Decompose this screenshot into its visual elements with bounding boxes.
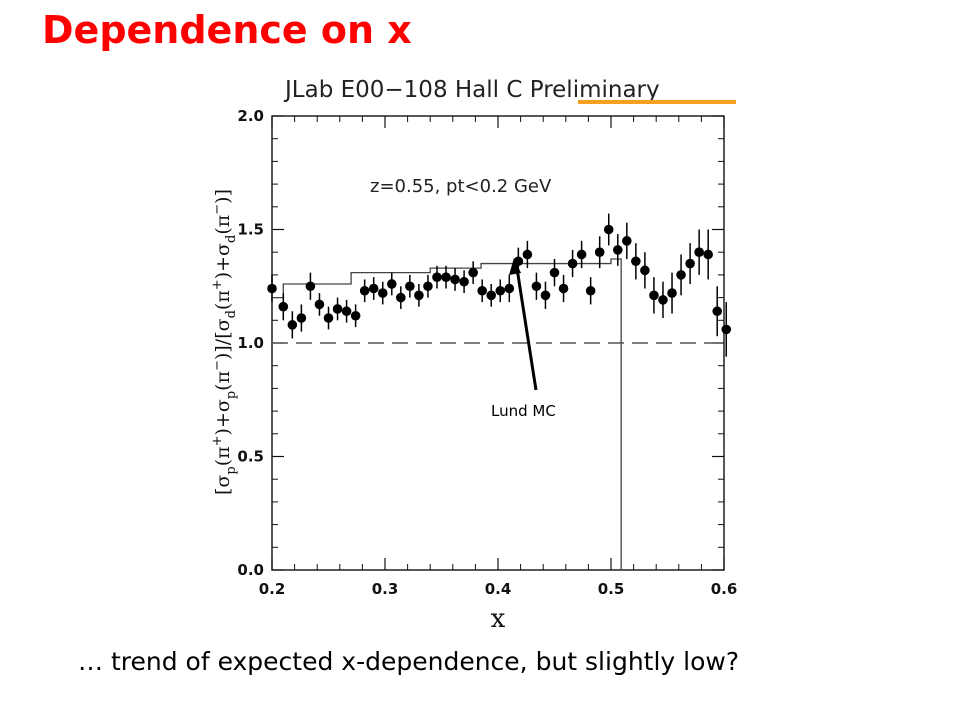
x-tick-label: 0.5: [598, 580, 625, 598]
data-point: [504, 283, 515, 294]
data-point: [332, 304, 343, 314]
data-point: [305, 281, 316, 292]
y-label-part: −: [210, 360, 225, 371]
data-point: [531, 281, 542, 292]
chart-header: JLab E00−108 Hall C Preliminary: [283, 77, 660, 103]
data-point: [676, 270, 686, 280]
callout-arrowhead: [509, 258, 521, 275]
data-point: [721, 324, 732, 335]
y-label-part: )]: [212, 189, 234, 204]
data-point: [350, 310, 361, 321]
data-point: [386, 279, 397, 289]
lund-mc-curve: [272, 258, 622, 570]
data-point: [477, 285, 487, 296]
y-axis-label: [σp(π+)+σp(π−)]/[σd(π+)+σd(π−)]: [210, 189, 239, 495]
data-point: [359, 285, 370, 296]
data-point: [459, 276, 469, 287]
x-tick-label: 0.2: [259, 580, 286, 598]
x-tick-label: 0.4: [485, 580, 512, 598]
callout-label: Lund MC: [491, 402, 556, 420]
x-tick-label: 0.3: [372, 580, 399, 598]
data-point: [267, 283, 277, 294]
data-point: [296, 313, 307, 323]
data-point: [278, 301, 289, 312]
data-point: [612, 245, 623, 255]
data-point: [658, 295, 668, 305]
y-label-part: d: [224, 235, 239, 243]
data-point: [522, 249, 533, 260]
mc-step: [272, 258, 622, 570]
header-preliminary: Preliminary: [530, 77, 660, 103]
data-point: [414, 290, 424, 301]
data-point: [694, 247, 704, 257]
data-point: [576, 249, 587, 260]
y-label-part: (π: [212, 371, 234, 391]
data-point: [558, 283, 569, 294]
y-label-part: )]/[σ: [212, 318, 234, 360]
y-label-part: p: [224, 391, 239, 399]
header-main: JLab E00−108 Hall C: [283, 77, 530, 103]
y-label-part: +: [210, 435, 225, 446]
y-label-part: −: [210, 204, 225, 215]
data-point: [540, 290, 551, 301]
x-tick-label: 0.6: [711, 580, 738, 598]
lund-mc-callout: Lund MC: [491, 258, 556, 420]
data-point: [631, 256, 641, 267]
y-label-part: )+σ: [212, 243, 234, 279]
y-tick-label: 1.0: [237, 334, 264, 352]
data-points: [267, 213, 732, 357]
y-tick-label: 0.0: [237, 561, 264, 579]
slide-caption: … trend of expected x-dependence, but sl…: [78, 647, 740, 676]
data-point: [341, 306, 352, 317]
data-point: [377, 288, 388, 298]
y-label-part: (π: [212, 290, 234, 310]
y-label-part: +: [210, 279, 225, 290]
data-point: [640, 265, 650, 276]
x-axis-label: x: [491, 604, 506, 634]
data-point: [495, 285, 506, 296]
data-point: [486, 290, 497, 301]
data-point: [287, 320, 298, 330]
data-point: [432, 272, 442, 282]
y-label-part: (π: [212, 446, 234, 466]
data-point: [649, 290, 659, 301]
data-point: [396, 292, 406, 303]
data-point: [368, 283, 379, 294]
data-point: [314, 299, 325, 310]
y-tick-label: 0.5: [237, 448, 264, 466]
y-label-part: [σ: [212, 475, 234, 495]
callout-arrow: [514, 261, 538, 391]
data-point: [712, 306, 723, 317]
data-point: [585, 285, 596, 296]
data-point: [323, 313, 334, 323]
y-label-part: p: [224, 466, 239, 474]
data-point: [405, 281, 415, 292]
data-point: [603, 224, 614, 235]
data-point: [441, 272, 451, 282]
data-point: [423, 281, 433, 292]
data-point: [549, 267, 560, 278]
y-label-part: )+σ: [212, 399, 234, 435]
y-label-part: (π: [212, 215, 234, 235]
y-tick-label: 1.5: [237, 221, 264, 239]
data-point: [622, 236, 632, 246]
data-point: [450, 274, 460, 285]
data-point: [667, 288, 677, 298]
data-point: [567, 258, 578, 269]
slide-title: Dependence on x: [42, 8, 412, 52]
data-point: [703, 249, 713, 260]
data-point: [685, 258, 695, 269]
chart-annotation: z=0.55, pt<0.2 GeV: [370, 176, 552, 197]
y-tick-label: 2.0: [237, 107, 264, 125]
data-point: [468, 267, 478, 278]
data-point: [594, 247, 605, 257]
y-label-part: d: [224, 310, 239, 318]
